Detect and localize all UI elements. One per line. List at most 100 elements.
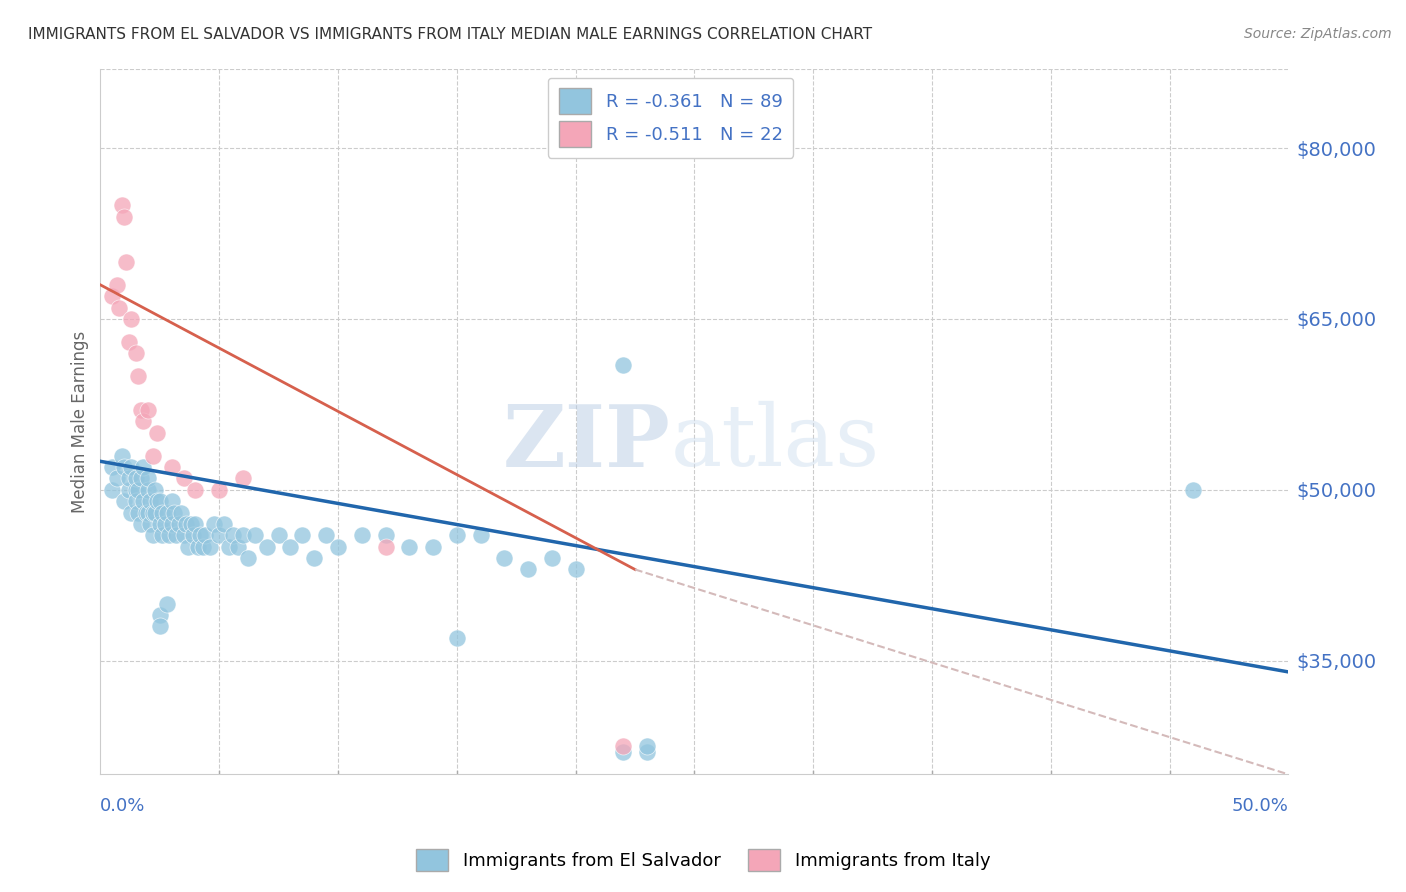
Point [280,540,302,554]
Point [101,289,124,303]
Point [374,528,396,542]
Point [127,368,149,383]
Point [132,494,155,508]
Point [125,494,148,508]
Point [165,528,187,542]
Point [612,745,634,759]
Text: IMMIGRANTS FROM EL SALVADOR VS IMMIGRANTS FROM ITALY MEDIAN MALE EARNINGS CORREL: IMMIGRANTS FROM EL SALVADOR VS IMMIGRANT… [28,27,872,42]
Point [191,540,214,554]
Y-axis label: Median Male Earnings: Median Male Earnings [72,330,89,513]
Point [112,460,135,475]
Legend: R = -0.361   N = 89, R = -0.511   N = 22: R = -0.361 N = 89, R = -0.511 N = 22 [548,78,793,158]
Point [208,528,231,542]
Point [142,449,165,463]
Point [146,494,169,508]
Point [446,528,468,542]
Point [160,460,183,475]
Point [136,506,159,520]
Point [398,540,420,554]
Point [101,460,124,475]
Point [136,403,159,417]
Point [218,540,240,554]
Point [112,210,135,224]
Point [226,540,249,554]
Point [150,528,173,542]
Text: ZIP: ZIP [503,401,671,484]
Point [188,528,211,542]
Point [153,516,176,531]
Point [120,312,142,326]
Point [156,597,179,611]
Point [125,471,148,485]
Point [494,551,516,566]
Point [446,631,468,645]
Point [208,483,231,497]
Point [134,506,156,520]
Point [125,346,148,360]
Point [111,198,134,212]
Text: 0.0%: 0.0% [100,797,146,815]
Point [146,425,169,440]
Point [136,483,159,497]
Point [101,483,124,497]
Point [184,516,207,531]
Point [118,334,141,349]
Point [139,494,162,508]
Point [232,471,254,485]
Point [132,460,155,475]
Point [127,483,149,497]
Point [150,506,173,520]
Point [243,528,266,542]
Point [142,528,165,542]
Point [374,540,396,554]
Point [143,506,166,520]
Point [105,471,128,485]
Point [564,562,586,576]
Text: Source: ZipAtlas.com: Source: ZipAtlas.com [1244,27,1392,41]
Point [120,460,142,475]
Point [232,528,254,542]
Point [470,528,492,542]
Point [149,607,172,622]
Point [315,528,337,542]
Point [198,540,221,554]
Point [118,483,141,497]
Point [422,540,444,554]
Point [1182,483,1205,497]
Point [129,516,152,531]
Point [108,301,131,315]
Point [177,540,200,554]
Point [120,506,142,520]
Text: atlas: atlas [671,401,880,484]
Point [149,516,172,531]
Point [181,528,204,542]
Point [180,516,202,531]
Text: 50.0%: 50.0% [1232,797,1288,815]
Point [127,506,149,520]
Point [111,449,134,463]
Point [302,551,325,566]
Point [612,358,634,372]
Point [160,494,183,508]
Point [136,471,159,485]
Point [149,494,172,508]
Point [187,540,209,554]
Point [170,506,193,520]
Point [326,540,349,554]
Point [173,471,195,485]
Point [174,516,197,531]
Point [256,540,278,554]
Point [163,506,186,520]
Point [184,483,207,497]
Point [517,562,540,576]
Point [139,516,162,531]
Point [149,619,172,633]
Point [267,528,290,542]
Point [105,277,128,292]
Point [129,403,152,417]
Point [142,506,165,520]
Point [636,745,658,759]
Point [291,528,314,542]
Point [202,516,225,531]
Point [636,739,658,753]
